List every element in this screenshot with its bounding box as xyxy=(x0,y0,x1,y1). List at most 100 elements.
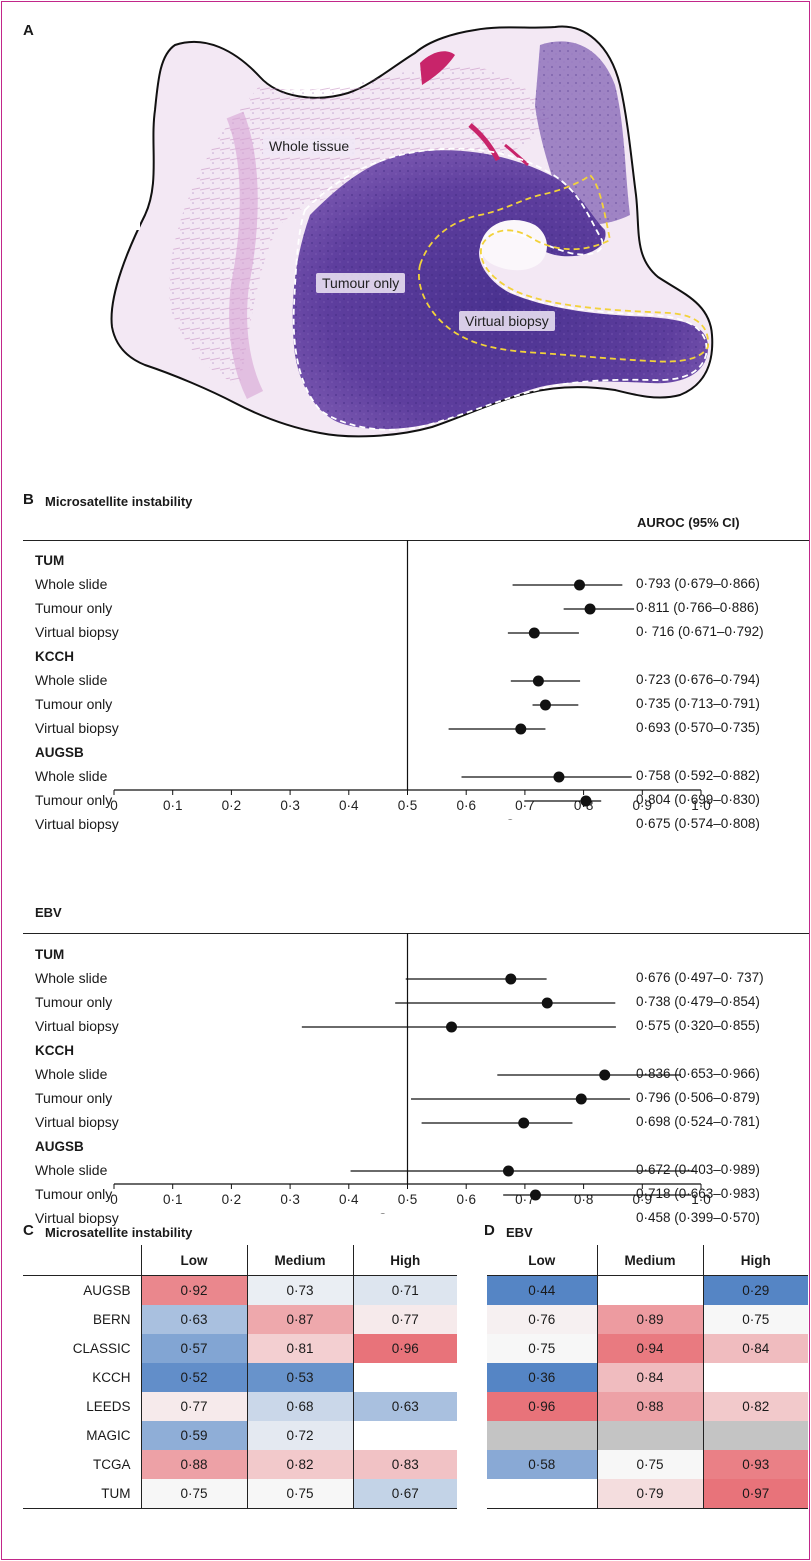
auroc-point xyxy=(584,603,596,615)
heatmap-cell: 0·75 xyxy=(596,1450,703,1479)
heatmap-cell: 0·81 xyxy=(246,1334,353,1363)
cohort-label: AUGSB xyxy=(35,745,84,760)
cohort-label: KCCH xyxy=(35,1043,74,1058)
heatmap-row: 0·75 0·94 0·84 xyxy=(487,1334,808,1363)
heatmap-cell: 0·58 xyxy=(487,1450,597,1479)
cohort-label: TUM xyxy=(35,947,65,962)
x-tick-label: 0·3 xyxy=(280,1192,300,1207)
heatmap-cell: 0·84 xyxy=(702,1334,808,1363)
heatmap-cell: 0·29 xyxy=(702,1275,808,1305)
heatmap-cell: 0·96 xyxy=(487,1392,597,1421)
x-tick-label: 0·2 xyxy=(222,798,242,813)
heatmap-row: 0·44 0·29 xyxy=(487,1275,808,1305)
panel-c-label: C xyxy=(23,1222,34,1239)
heatmap-cell: 0·93 xyxy=(702,1450,808,1479)
heatmap-cell xyxy=(487,1421,597,1450)
heatmap-cell: 0·87 xyxy=(246,1305,353,1334)
row-label: Whole slide xyxy=(35,1066,108,1082)
auroc-point xyxy=(599,1069,611,1081)
auroc-header: AUROC (95% CI) xyxy=(637,515,740,530)
auroc-point xyxy=(528,627,540,639)
cohort-label: CLASSIC xyxy=(72,1341,131,1356)
heatmap-row: KCCH 0·52 0·53 xyxy=(23,1363,457,1392)
heatmap-row: TCGA 0·88 0·82 0·83 xyxy=(23,1450,457,1479)
heatmap-cell: 0·79 xyxy=(596,1479,703,1509)
column-header: Medium xyxy=(596,1245,703,1276)
forest-title: EBV xyxy=(35,905,62,920)
x-tick-label: 1·0 xyxy=(691,1192,711,1207)
heatmap-cell xyxy=(352,1421,457,1450)
cohort-label: MAGIC xyxy=(86,1428,131,1443)
heatmap-cell: 0·75 xyxy=(487,1334,597,1363)
heatmap-cell: 0·73 xyxy=(246,1275,353,1305)
row-label: Whole slide xyxy=(35,970,108,986)
tumour-outline xyxy=(292,147,708,431)
heatmap-cell: 0·84 xyxy=(596,1363,703,1392)
auroc-value: 0·693 (0·570–0·735) xyxy=(636,720,760,735)
heatmap-row: LEEDS 0·77 0·68 0·63 xyxy=(23,1392,457,1421)
cohort-label: KCCH xyxy=(35,649,74,664)
auroc-value: 0·575 (0·320–0·855) xyxy=(636,1018,760,1033)
heatmap-cell: 0·59 xyxy=(140,1421,247,1450)
column-header: Low xyxy=(487,1245,597,1276)
x-tick-label: 0·6 xyxy=(456,1192,476,1207)
heatmap-cell: 0·83 xyxy=(352,1450,457,1479)
heatmap-cell: 0·82 xyxy=(702,1392,808,1421)
heatmap-cell: 0·94 xyxy=(596,1334,703,1363)
virtual-biopsy-label: Virtual biopsy xyxy=(459,311,555,331)
row-label: Whole slide xyxy=(35,768,108,784)
forest-panel-letter: B xyxy=(23,491,34,508)
heatmap-cell: 0·63 xyxy=(352,1392,457,1421)
heatmap-row: 0·36 0·84 xyxy=(487,1363,808,1392)
heatmap-row: TUM 0·75 0·75 0·67 xyxy=(23,1479,457,1509)
heatmap-cell xyxy=(352,1363,457,1392)
auroc-value: 0·723 (0·676–0·794) xyxy=(636,672,760,687)
cohort-label: AUGSB xyxy=(35,1139,84,1154)
x-tick-label: 1·0 xyxy=(691,798,711,813)
auroc-value: 0·735 (0·713–0·791) xyxy=(636,696,760,711)
heatmap-row xyxy=(487,1421,808,1450)
heatmap-cell: 0·97 xyxy=(702,1479,808,1509)
heatmap-cell: 0·77 xyxy=(140,1392,247,1421)
row-label: Virtual biopsy xyxy=(35,720,119,736)
column-header: High xyxy=(702,1245,808,1276)
auroc-point xyxy=(580,795,592,807)
heatmap-row: BERN 0·63 0·87 0·77 xyxy=(23,1305,457,1334)
heatmap-cell: 0·68 xyxy=(246,1392,353,1421)
cohort-label: AUGSB xyxy=(83,1283,131,1298)
auroc-value: 0·811 (0·766–0·886) xyxy=(636,600,759,615)
column-header: High xyxy=(352,1245,457,1276)
row-label: Tumour only xyxy=(35,696,113,712)
heatmap-row: AUGSB 0·92 0·73 0·71 xyxy=(23,1275,457,1305)
x-tick-label: 0·7 xyxy=(515,1192,535,1207)
x-tick-label: 0·4 xyxy=(339,798,359,813)
heatmap-row: CLASSIC 0·57 0·81 0·96 xyxy=(23,1334,457,1363)
auroc-point xyxy=(380,1213,386,1214)
x-tick-label: 0·4 xyxy=(339,1192,359,1207)
heatmap-cell: 0·96 xyxy=(352,1334,457,1363)
cohort-label: BERN xyxy=(92,1312,131,1327)
x-tick-label: 0·6 xyxy=(456,798,476,813)
heatmap-cell: 0·75 xyxy=(246,1479,353,1509)
auroc-value: 0·698 (0·524–0·781) xyxy=(636,1114,760,1129)
row-label: Whole slide xyxy=(35,1162,108,1178)
auroc-point xyxy=(532,675,544,687)
row-label: Tumour only xyxy=(35,600,113,616)
x-tick-label: 0 xyxy=(110,798,118,813)
row-label: Virtual biopsy xyxy=(35,1114,119,1130)
auroc-value: 0·718 (0·663–0·983) xyxy=(636,1186,760,1201)
heatmap-cell xyxy=(596,1421,703,1450)
heatmap-cell: 0·71 xyxy=(352,1275,457,1305)
heatmap-cell: 0·72 xyxy=(246,1421,353,1450)
auroc-point xyxy=(518,1117,530,1129)
x-tick-label: 0·5 xyxy=(398,1192,418,1207)
heatmap-cell: 0·53 xyxy=(246,1363,353,1392)
auroc-point xyxy=(573,579,585,591)
auroc-point xyxy=(553,771,565,783)
auroc-point xyxy=(529,1189,541,1201)
row-label: Tumour only xyxy=(35,1090,113,1106)
auroc-value: 0·675 (0·574–0·808) xyxy=(636,816,760,831)
panel-c-title: Microsatellite instability xyxy=(45,1225,193,1240)
heatmap-cell: 0·77 xyxy=(352,1305,457,1334)
